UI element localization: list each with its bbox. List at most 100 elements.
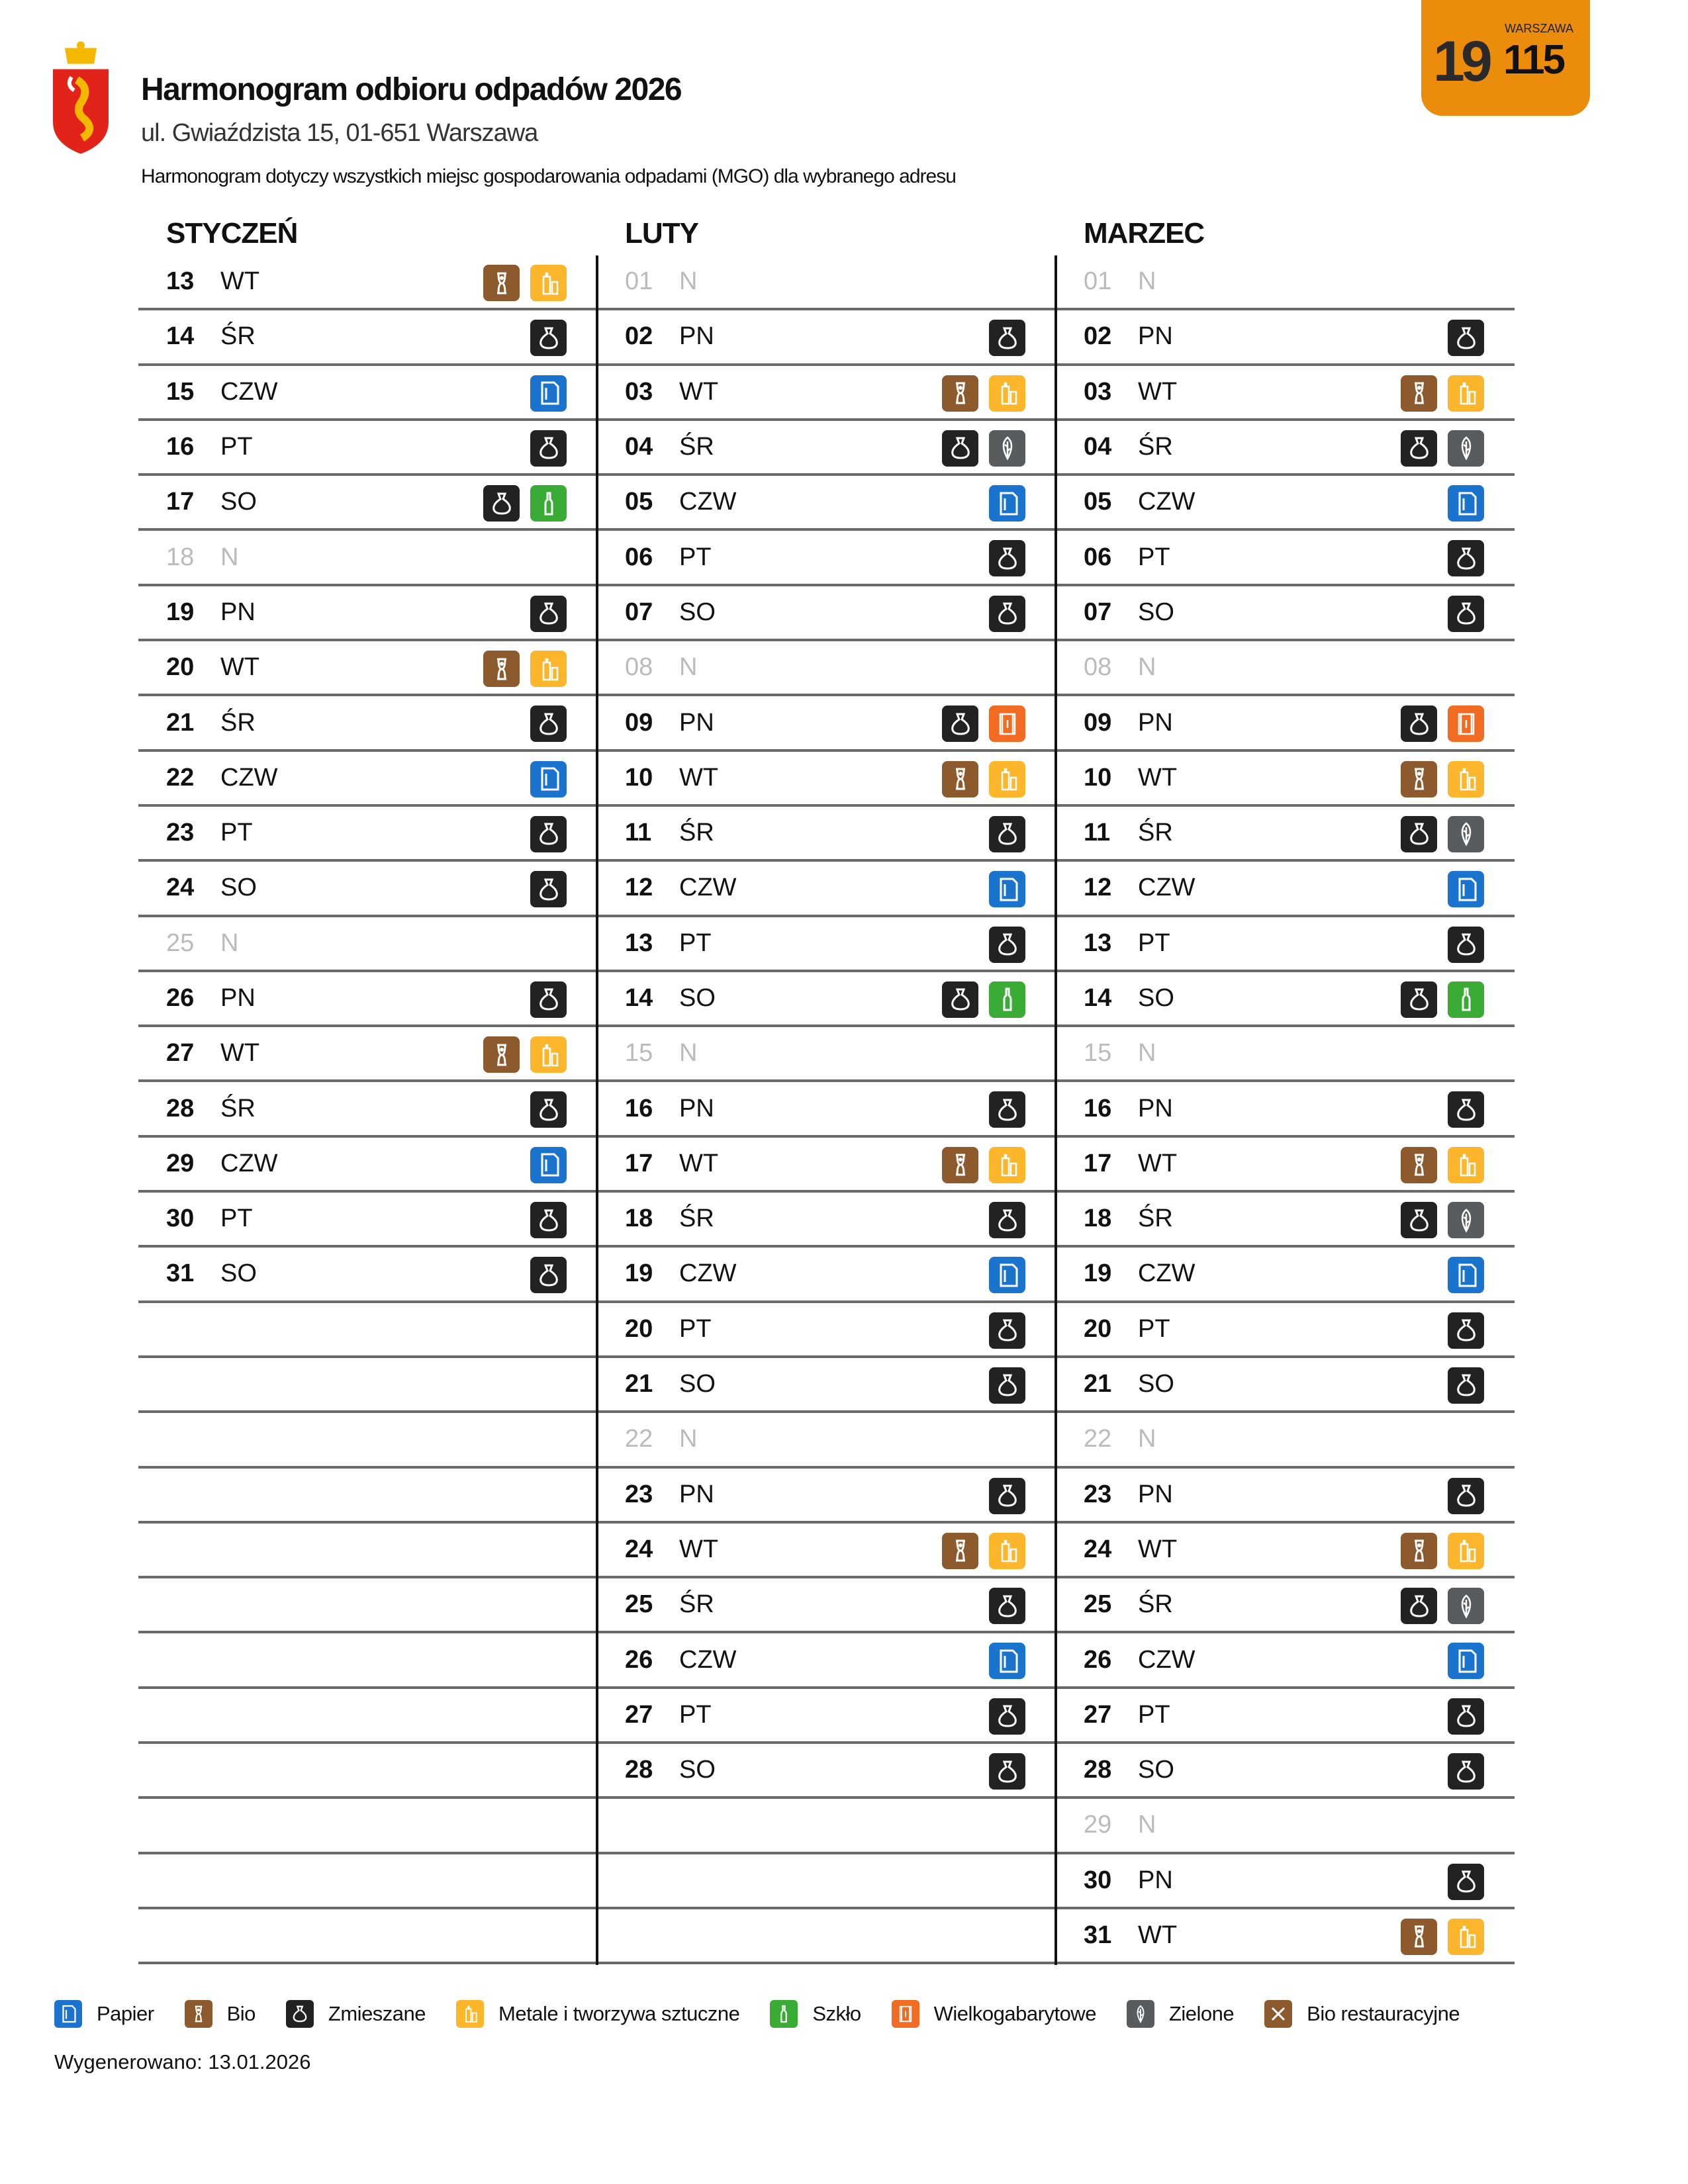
waste-icons	[1401, 430, 1484, 467]
day-row: 09 PN	[597, 696, 1056, 752]
wielko-waste-icon	[891, 2000, 919, 2028]
day-number: 29	[166, 1149, 195, 1177]
zmieszane-waste-icon	[989, 320, 1025, 357]
zmieszane-waste-icon	[989, 1588, 1025, 1625]
badge-warszawa: WARSZAWA	[1505, 22, 1573, 35]
zmieszane-waste-icon	[530, 430, 567, 467]
day-row: 30 PN	[1056, 1854, 1515, 1909]
weekday: PT	[679, 543, 712, 571]
zielone-waste-icon	[1448, 1588, 1484, 1625]
waste-icons	[942, 981, 1025, 1018]
legend-label: Metale i tworzywa sztuczne	[498, 2002, 740, 2025]
zielone-waste-icon	[989, 430, 1025, 467]
day-number: 03	[625, 377, 653, 406]
waste-icons	[989, 320, 1025, 357]
day-number: 01	[625, 267, 653, 296]
day-row: 01 N	[1056, 255, 1515, 311]
day-number: 10	[1084, 763, 1112, 792]
day-number: 24	[1084, 1535, 1112, 1563]
weekday: CZW	[679, 874, 737, 902]
papier-waste-icon	[989, 1257, 1025, 1294]
weekday: WT	[1138, 1535, 1178, 1563]
weekday: PT	[1138, 1314, 1170, 1343]
metale-waste-icon	[989, 760, 1025, 797]
zielone-waste-icon	[1448, 815, 1484, 852]
legend-label: Bio	[226, 2002, 256, 2025]
weekday: ŚR	[679, 1590, 714, 1619]
day-row: 29 CZW	[138, 1138, 597, 1193]
zmieszane-waste-icon	[989, 1091, 1025, 1128]
day-number: 21	[166, 708, 195, 737]
day-number: 29	[1084, 1811, 1112, 1839]
waste-icons	[1401, 1146, 1484, 1183]
day-number: 09	[625, 708, 653, 737]
weekday: WT	[1138, 377, 1178, 406]
day-number: 18	[1084, 1205, 1112, 1233]
zmieszane-waste-icon	[989, 540, 1025, 577]
waste-icons	[1448, 485, 1484, 522]
zmieszane-waste-icon	[1448, 1312, 1484, 1349]
address: ul. Gwiaździsta 15, 01-651 Warszawa	[141, 119, 538, 147]
legend-label: Szkło	[812, 2002, 861, 2025]
weekday: PT	[220, 433, 253, 461]
day-row: 29 N	[1056, 1799, 1515, 1854]
day-number: 07	[625, 598, 653, 626]
weekday: N	[679, 1425, 698, 1453]
day-row: 31 SO	[138, 1248, 597, 1303]
day-number: 16	[625, 1094, 653, 1122]
day-row: 12 CZW	[1056, 862, 1515, 917]
day-number: 17	[625, 1149, 653, 1177]
weekday: CZW	[679, 1645, 737, 1674]
zmieszane-waste-icon	[989, 926, 1025, 963]
zmieszane-waste-icon	[530, 1257, 567, 1294]
day-number: 26	[625, 1645, 653, 1674]
badge-115: 115	[1503, 37, 1566, 83]
day-row: 21 SO	[597, 1358, 1056, 1414]
day-number: 24	[625, 1535, 653, 1563]
month-header: MARZEC	[1084, 217, 1205, 250]
bio-waste-icon	[483, 265, 520, 301]
waste-icons	[1448, 1257, 1484, 1294]
weekday: WT	[679, 377, 719, 406]
weekday: PN	[1138, 708, 1173, 737]
zmieszane-waste-icon	[989, 595, 1025, 632]
zmieszane-waste-icon	[1401, 430, 1437, 467]
waste-icons	[989, 1367, 1025, 1404]
day-row: 11 ŚR	[1056, 807, 1515, 862]
day-row: 21 SO	[1056, 1358, 1515, 1414]
day-number: 11	[625, 819, 652, 847]
metale-waste-icon	[530, 1036, 567, 1073]
papier-waste-icon	[1448, 871, 1484, 908]
day-row: 26 CZW	[597, 1633, 1056, 1689]
waste-icons	[530, 1202, 567, 1239]
day-number: 26	[166, 984, 195, 1012]
weekday: PN	[679, 708, 714, 737]
day-row: 04 ŚR	[1056, 421, 1515, 477]
szklo-waste-icon	[1448, 981, 1484, 1018]
waste-icons	[1448, 871, 1484, 908]
weekday: CZW	[679, 488, 737, 516]
empty-row	[138, 1469, 597, 1524]
metale-waste-icon	[530, 265, 567, 301]
column-divider	[1055, 255, 1057, 1965]
zielone-waste-icon	[1126, 2000, 1154, 2028]
day-number: 22	[1084, 1425, 1112, 1453]
legend-label: Wielkogabarytowe	[933, 2002, 1097, 2025]
legend-label: Bio restauracyjne	[1307, 2002, 1460, 2025]
waste-icons	[989, 926, 1025, 963]
weekday: WT	[1138, 763, 1178, 792]
waste-icons	[1448, 1863, 1484, 1900]
day-number: 23	[1084, 1480, 1112, 1508]
day-row: 26 PN	[138, 972, 597, 1028]
papier-waste-icon	[530, 760, 567, 797]
day-number: 18	[625, 1205, 653, 1233]
waste-icons	[530, 981, 567, 1018]
day-row: 27 PT	[1056, 1689, 1515, 1745]
szklo-waste-icon	[989, 981, 1025, 1018]
weekday: WT	[679, 763, 719, 792]
day-number: 15	[166, 377, 195, 406]
day-row: 20 PT	[1056, 1303, 1515, 1358]
zmieszane-waste-icon	[1448, 1477, 1484, 1514]
day-row: 19 CZW	[1056, 1248, 1515, 1303]
weekday: SO	[1138, 598, 1174, 626]
